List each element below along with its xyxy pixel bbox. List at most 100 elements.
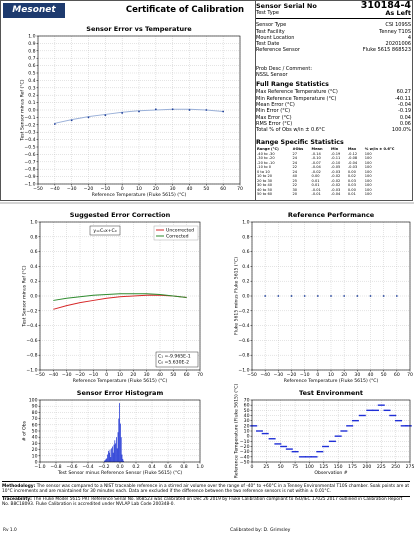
y-tick-label: −1.0 (26, 368, 37, 374)
y-tick-label: 0.8 (242, 234, 249, 240)
x-tick-label: 0.8 (180, 464, 187, 470)
x-tick-label: 60 (184, 372, 190, 378)
x-tick-label: 60 (394, 372, 400, 378)
x-tick-label: −1.0 (34, 464, 45, 470)
y-tick-label: −0.8 (24, 167, 35, 173)
point (382, 295, 385, 297)
y-tick-label: −0.7 (24, 159, 35, 165)
row: Max Error (°C) 0.04 (256, 115, 411, 121)
legend-box (153, 225, 199, 241)
cell: 100 (364, 183, 372, 188)
x-tick-label: −40 (50, 186, 60, 192)
section-title: Range Specific Statistics (256, 139, 344, 147)
y-tick-label: −30 (240, 449, 250, 455)
cell: -0.12 (347, 151, 358, 156)
cell: -0.01 (311, 187, 321, 192)
bar (112, 446, 113, 462)
cell: 100 (364, 178, 372, 183)
doc-title: Certificate of Calibration (125, 5, 245, 15)
x-tick-label: 60 (220, 186, 226, 192)
y-tick-label: 20 (244, 423, 250, 429)
x-tick-label: −10 (88, 372, 98, 378)
x-axis-label: Reference Temperature (Fluke 5615) (°C) (284, 378, 379, 384)
cell: 22 (292, 165, 298, 170)
cell: 0.03 (347, 183, 356, 188)
series-line (53, 293, 187, 301)
point (70, 119, 73, 122)
value: As Left (385, 9, 411, 17)
y-tick-label: 0.6 (242, 249, 249, 255)
y-tick-label: −0.6 (238, 338, 249, 344)
bar (120, 437, 122, 462)
value: 4 (407, 34, 411, 41)
y-tick-label: 0.5 (28, 71, 35, 77)
bar (108, 452, 110, 462)
bar (115, 443, 116, 462)
cell: -0.07 (311, 160, 321, 165)
cell: 27 (292, 151, 298, 156)
x-tick-label: −30 (62, 372, 72, 378)
y-tick-label: −0.5 (24, 145, 35, 151)
x-tick-label: 30 (354, 372, 360, 378)
x-tick-label: 70 (197, 372, 203, 378)
x-tick-label: −20 (287, 372, 297, 378)
cell: -0.10 (311, 156, 321, 161)
x-axis-label: Reference Temperature (Fluke 5615) (°C) (73, 378, 168, 384)
point (316, 295, 319, 297)
label: Traceability: (2, 496, 32, 502)
point (303, 295, 306, 297)
table-row: 50 to 60 20 -0.01 -0.04 0.01 100 (256, 192, 411, 197)
cell: -0.04 (347, 160, 358, 165)
annotation: C₁ =-9.965E-1 (158, 354, 191, 360)
y-tick-label: 60 (244, 403, 250, 409)
x-tick-label: 0 (316, 372, 319, 378)
y-axis-label: Reference Temperature (Fluke 5615) (°C) (234, 384, 240, 479)
section-title: Full Range Statistics (256, 81, 329, 89)
y-tick-label: 70 (244, 398, 250, 404)
cell: -0.03 (347, 165, 358, 170)
header-row: Range (°C) #Obs Mean Min Max % w/in ± 0.6°C (256, 147, 411, 152)
bar (108, 450, 109, 462)
bar (104, 460, 105, 462)
row: RMS Error (°C) 0.06 (256, 121, 411, 127)
point (171, 108, 174, 111)
bar (112, 452, 114, 462)
header-cell: Max (347, 147, 357, 152)
cell: 0.00 (347, 169, 356, 174)
y-tick-label: −0.8 (238, 353, 249, 359)
x-tick-label: 100 (305, 464, 314, 470)
cell: -0.04 (330, 192, 341, 197)
y-tick-label: 0 (35, 460, 38, 466)
cell: -20 to -10 (257, 160, 275, 165)
bar (107, 454, 108, 462)
x-tick-label: 125 (319, 464, 328, 470)
y-axis-label: Test Sensor minus Ref (°C) (20, 79, 26, 141)
y-tick-label: −1.0 (238, 368, 249, 374)
point (205, 109, 208, 111)
value: -0.04 (398, 101, 411, 108)
cell: 100 (364, 174, 372, 179)
x-tick-label: 20 (341, 372, 347, 378)
header-cell: Mean (311, 147, 323, 152)
bar (110, 457, 112, 462)
divider (255, 0, 256, 201)
x-tick-label: 50 (278, 464, 284, 470)
x-tick-label: −0.2 (98, 464, 109, 470)
x-tick-label: 25 (263, 464, 269, 470)
point (222, 110, 225, 113)
cell: 25 (292, 178, 298, 183)
label: Methodology: (2, 484, 36, 489)
chart-title: Suggested Error Correction (70, 211, 171, 219)
y-tick-label: −0.4 (238, 323, 249, 329)
equation-box (89, 225, 121, 236)
bar (116, 437, 117, 462)
bar (122, 458, 124, 462)
chart-title: Reference Performance (288, 211, 375, 219)
y-tick-label: −1.0 (24, 182, 35, 188)
x-tick-label: 75 (292, 464, 298, 470)
x-tick-label: −50 (247, 372, 257, 378)
annotation: C₀ =5.630E-2 (158, 360, 189, 366)
cell: -0.11 (330, 156, 341, 161)
x-tick-label: −30 (67, 186, 77, 192)
y-tick-label: −0.2 (26, 308, 37, 314)
